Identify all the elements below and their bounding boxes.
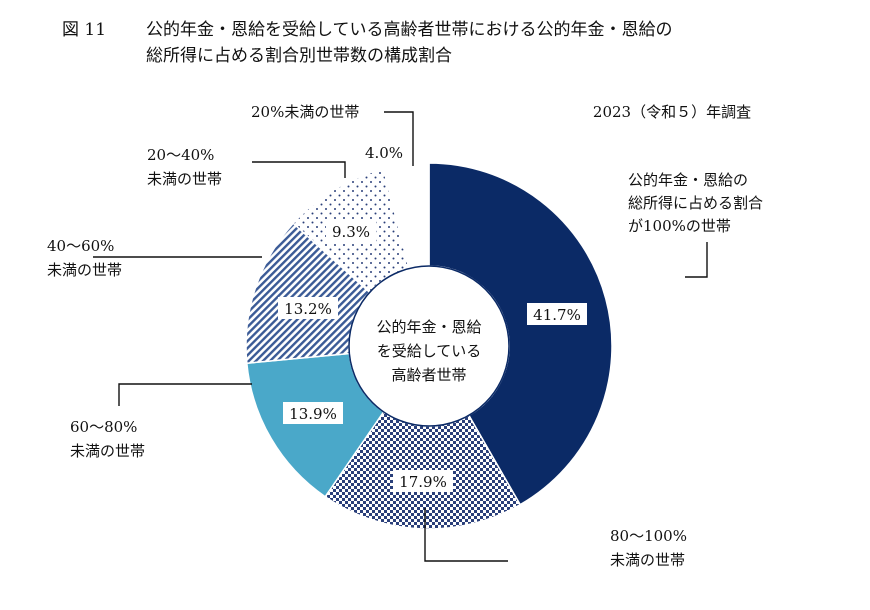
leader-under20 xyxy=(384,111,414,166)
label-20-40-line2: 未満の世帯 xyxy=(147,170,222,188)
leader-80-100 xyxy=(424,508,508,562)
value-label-40-60: 13.2% xyxy=(284,300,332,318)
label-40-60-line2: 未満の世帯 xyxy=(47,261,122,279)
label-100-line2: 総所得に占める割合 xyxy=(628,194,763,212)
center-label-line1: 公的年金・恩給 xyxy=(376,318,481,336)
value-labels: 41.7% 17.9% 13.9% 13.2% 9.3% 4.0% xyxy=(278,144,587,492)
label-40-60-line1: 40～60% xyxy=(47,237,114,255)
category-labels: 公的年金・恩給の 総所得に占める割合 が100%の世帯 80～100% 未満の世… xyxy=(47,103,763,569)
label-80-100-line2: 未満の世帯 xyxy=(610,551,685,569)
figure-label: 図 11 xyxy=(62,20,106,40)
figure-title-line1: 公的年金・恩給を受給している高齢者世帯における公的年金・恩給の xyxy=(146,20,673,40)
center-label-line3: 高齢者世帯 xyxy=(391,366,466,384)
leader-60-80 xyxy=(118,383,252,406)
label-100-line3: が100%の世帯 xyxy=(628,217,731,235)
figure-title-line2: 総所得に占める割合別世帯数の構成割合 xyxy=(146,46,452,66)
value-label-100: 41.7% xyxy=(533,306,581,324)
survey-note: 2023（令和５）年調査 xyxy=(593,103,751,121)
donut-hole xyxy=(348,265,510,427)
center-label-line2: を受給している xyxy=(377,342,482,360)
leader-20-40 xyxy=(252,161,346,178)
value-label-60-80: 13.9% xyxy=(289,405,337,423)
label-60-80-line1: 60～80% xyxy=(70,418,137,436)
label-20-40-line1: 20～40% xyxy=(147,146,214,164)
leader-lines xyxy=(93,111,708,562)
value-label-80-100: 17.9% xyxy=(399,473,447,491)
label-80-100-line1: 80～100% xyxy=(610,527,687,545)
value-label-under20: 4.0% xyxy=(365,144,403,162)
label-60-80-line2: 未満の世帯 xyxy=(70,442,145,460)
label-under20: 20%未満の世帯 xyxy=(251,103,359,121)
value-label-20-40: 9.3% xyxy=(332,223,370,241)
label-100-line1: 公的年金・恩給の xyxy=(628,171,748,189)
leader-100 xyxy=(685,242,708,278)
